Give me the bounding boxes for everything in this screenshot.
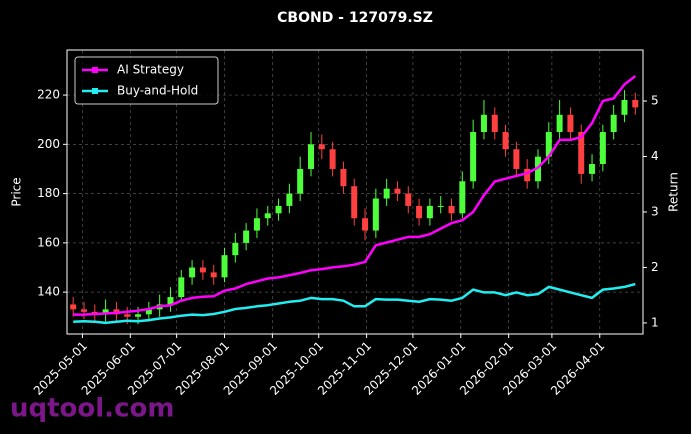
- candle-body: [318, 144, 325, 150]
- y-tick-label: 200: [37, 137, 60, 151]
- candle-body: [70, 304, 77, 310]
- legend-box: [74, 56, 219, 105]
- candle-body: [448, 205, 455, 214]
- candle-body: [243, 230, 250, 243]
- candle-body: [210, 272, 217, 278]
- candle-body: [297, 168, 304, 194]
- candle-body: [426, 205, 433, 219]
- candle-body: [437, 205, 444, 207]
- candle-body: [610, 114, 617, 133]
- y-axis-title: Price: [10, 177, 24, 206]
- candle-body: [275, 205, 282, 214]
- candle-body: [102, 309, 109, 315]
- candle-body: [513, 149, 520, 169]
- candle-body: [286, 193, 293, 206]
- y-tick-label: 140: [37, 285, 60, 299]
- candle-body: [491, 114, 498, 133]
- series-line: [73, 282, 636, 325]
- candle-body: [221, 255, 228, 278]
- y2-tick-label: 1: [651, 315, 659, 329]
- y2-tick-label: 4: [651, 149, 659, 163]
- candle-body: [372, 198, 379, 231]
- candle-body: [480, 114, 487, 133]
- y2-tick-label: 2: [651, 260, 659, 274]
- candle-body: [135, 314, 142, 317]
- candle-body: [189, 267, 196, 278]
- candle-body: [599, 132, 606, 165]
- candle-body: [232, 242, 239, 256]
- candle-body: [578, 132, 585, 174]
- y-tick-label: 220: [37, 88, 60, 102]
- candle-body: [416, 205, 423, 219]
- legend-label: AI Strategy: [117, 63, 184, 77]
- candle-body: [264, 213, 271, 219]
- candle-body: [178, 277, 185, 298]
- candle-body: [329, 149, 336, 169]
- legend-label: Buy-and-Hold: [117, 84, 198, 98]
- series-line: [73, 75, 637, 316]
- legend-marker: [92, 67, 98, 73]
- candle-body: [556, 114, 563, 133]
- candle-body: [621, 100, 628, 115]
- y2-tick-label: 5: [651, 94, 659, 108]
- legend-marker: [92, 88, 98, 94]
- candle-body: [340, 168, 347, 187]
- candle-body: [524, 168, 531, 182]
- candle-body: [394, 188, 401, 194]
- candle-body: [145, 309, 152, 315]
- candle-body: [80, 309, 87, 312]
- plot-frame: [66, 49, 644, 335]
- candle-body: [253, 218, 260, 231]
- candle-body: [307, 144, 314, 169]
- candle-body: [124, 314, 131, 317]
- candle-body: [502, 132, 509, 150]
- y2-tick-label: 3: [651, 204, 659, 218]
- candle-body: [383, 188, 390, 199]
- y-tick-label: 180: [37, 186, 60, 200]
- candle-body: [470, 132, 477, 182]
- chart-title: CBOND - 127079.SZ: [277, 10, 433, 26]
- y-tick-label: 160: [37, 235, 60, 249]
- candle-body: [545, 132, 552, 157]
- candle-body: [351, 186, 358, 219]
- candle-body: [632, 100, 639, 108]
- candle-body: [362, 218, 369, 231]
- candle-body: [199, 267, 206, 273]
- watermark: uqtool.com: [10, 394, 174, 424]
- candle-body: [459, 181, 466, 214]
- candle-body: [167, 297, 174, 305]
- y2-axis-title: Return: [667, 172, 681, 212]
- candle-body: [589, 164, 596, 174]
- candle-body: [567, 114, 574, 133]
- candle-body: [405, 193, 412, 206]
